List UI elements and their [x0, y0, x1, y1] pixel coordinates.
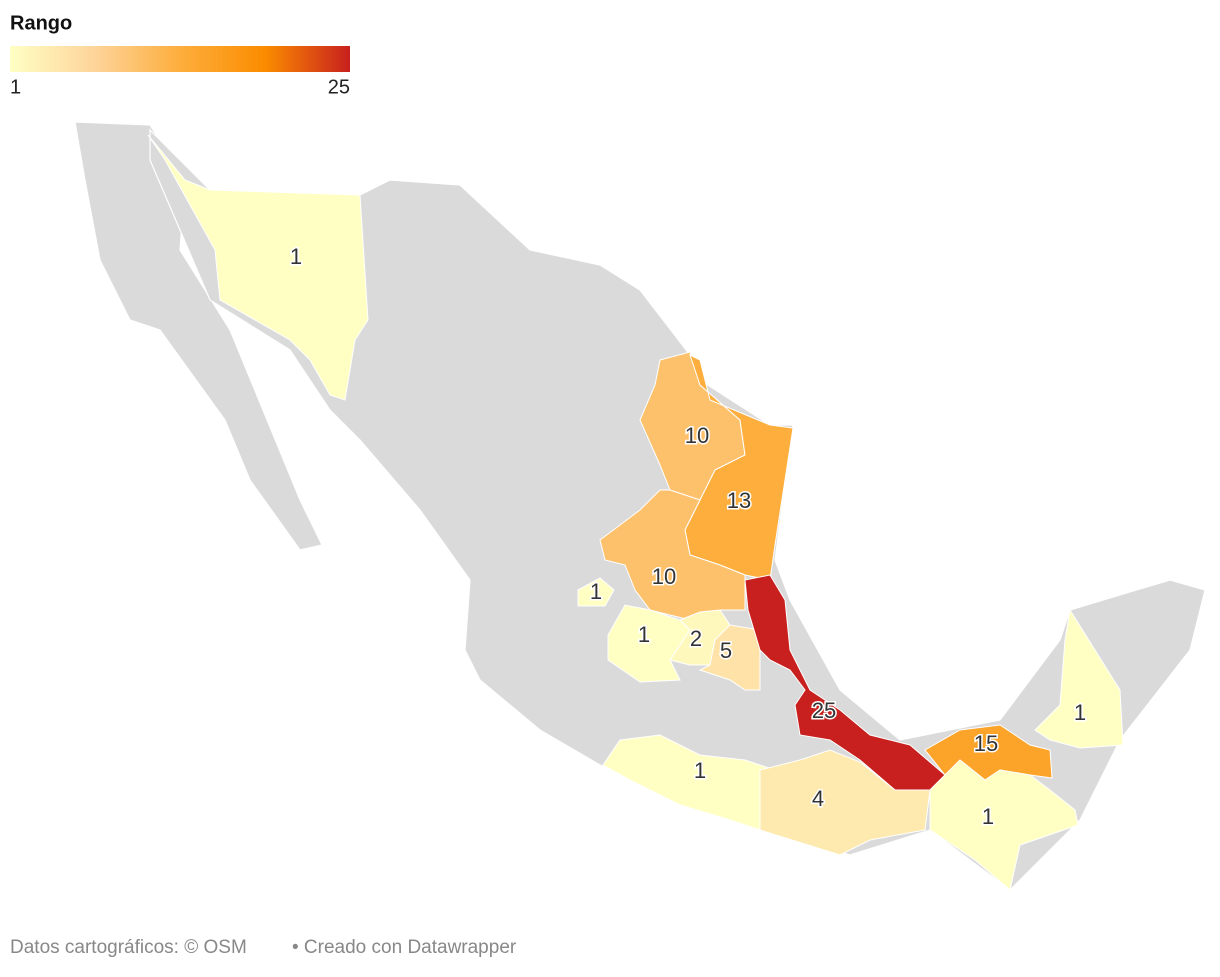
legend-title: Rango	[10, 12, 72, 34]
region-label: 15	[974, 731, 998, 756]
regions	[147, 134, 1124, 891]
region-label: 1	[1074, 700, 1086, 725]
footer-credit: • Creado con Datawrapper	[292, 937, 517, 958]
region-label: 1	[638, 622, 650, 647]
region	[1034, 608, 1124, 749]
region-label: 1	[590, 579, 602, 604]
region	[929, 759, 1079, 891]
region-label: 13	[727, 488, 751, 513]
legend-bar	[10, 46, 350, 72]
region-label: 1	[290, 244, 302, 269]
region	[577, 577, 615, 607]
region-label: 1	[982, 804, 994, 829]
region-label: 10	[652, 564, 676, 589]
region	[599, 489, 746, 621]
region-labels: 1 10 13 10 1 1 2 5 25 15 1 1 4 1	[288, 242, 1087, 830]
region	[147, 134, 369, 401]
region	[698, 624, 761, 691]
region-label: 5	[720, 638, 732, 663]
region-label: 10	[685, 423, 709, 448]
region-label: 2	[690, 626, 702, 651]
region-label: 4	[812, 786, 824, 811]
legend-max: 25	[328, 76, 350, 98]
legend-min: 1	[10, 76, 21, 98]
footer-source: Datos cartográficos: © OSM	[10, 937, 247, 958]
region-label: 1	[694, 758, 706, 783]
region-label: 25	[812, 698, 836, 723]
